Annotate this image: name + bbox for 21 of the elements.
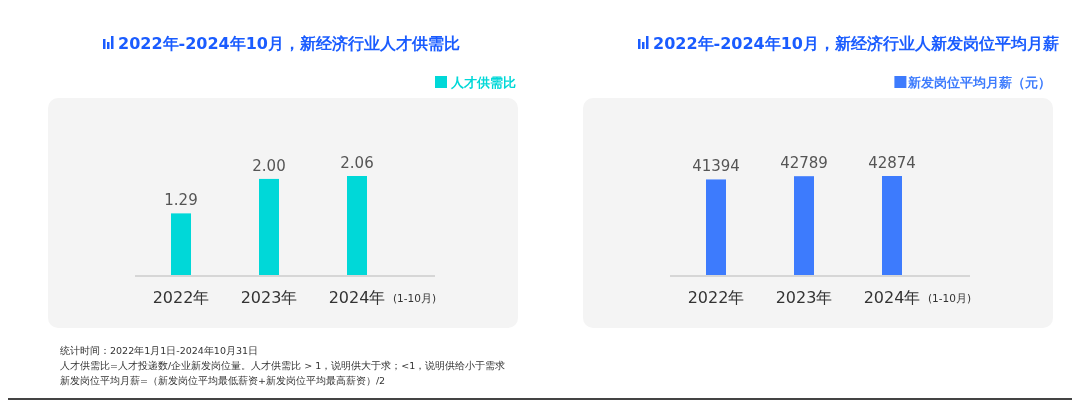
- data-label: 42789: [780, 154, 828, 173]
- text: 人才供需比=人才投递数/企业新发岗位量。人才供需比 > 1，说明供大于求；<1，说明供给小于需求: [60, 360, 506, 371]
- data-label: 42874: [868, 154, 916, 172]
- x-tick-label: 2022年: [152, 288, 210, 307]
- data-label: 41394: [692, 157, 740, 176]
- data-label: 2.00: [252, 156, 286, 175]
- text: 新发岗位平均月薪=（新发岗位平均最低薪资+新发岗位平均最高薪资）/2: [60, 375, 386, 386]
- legend-label: 新发岗位平均月薪（元）: [907, 75, 1051, 90]
- x-tick-label: 2024年: [863, 288, 921, 307]
- chart-title: 2022年-2024年10月，新经济行业人新发岗位平均月薪: [653, 34, 1059, 53]
- text: (1-10月): [393, 292, 437, 304]
- x-tick-label: 2022年: [687, 288, 745, 307]
- chart-title: 2022年-2024年10月，新经济行业人才供需比: [118, 34, 460, 53]
- data-label: 2.06: [340, 154, 374, 172]
- x-tick-label: 2024年: [328, 288, 386, 307]
- data-label: 1.29: [164, 191, 198, 210]
- text: 统计时间：2022年1月1日-2024年10月31日: [60, 345, 259, 356]
- x-tick-label: 2023年: [240, 288, 298, 307]
- text: (1-10月): [928, 292, 972, 304]
- legend-label: 人才供需比: [450, 75, 516, 90]
- x-tick-label: 2023年: [775, 288, 833, 307]
